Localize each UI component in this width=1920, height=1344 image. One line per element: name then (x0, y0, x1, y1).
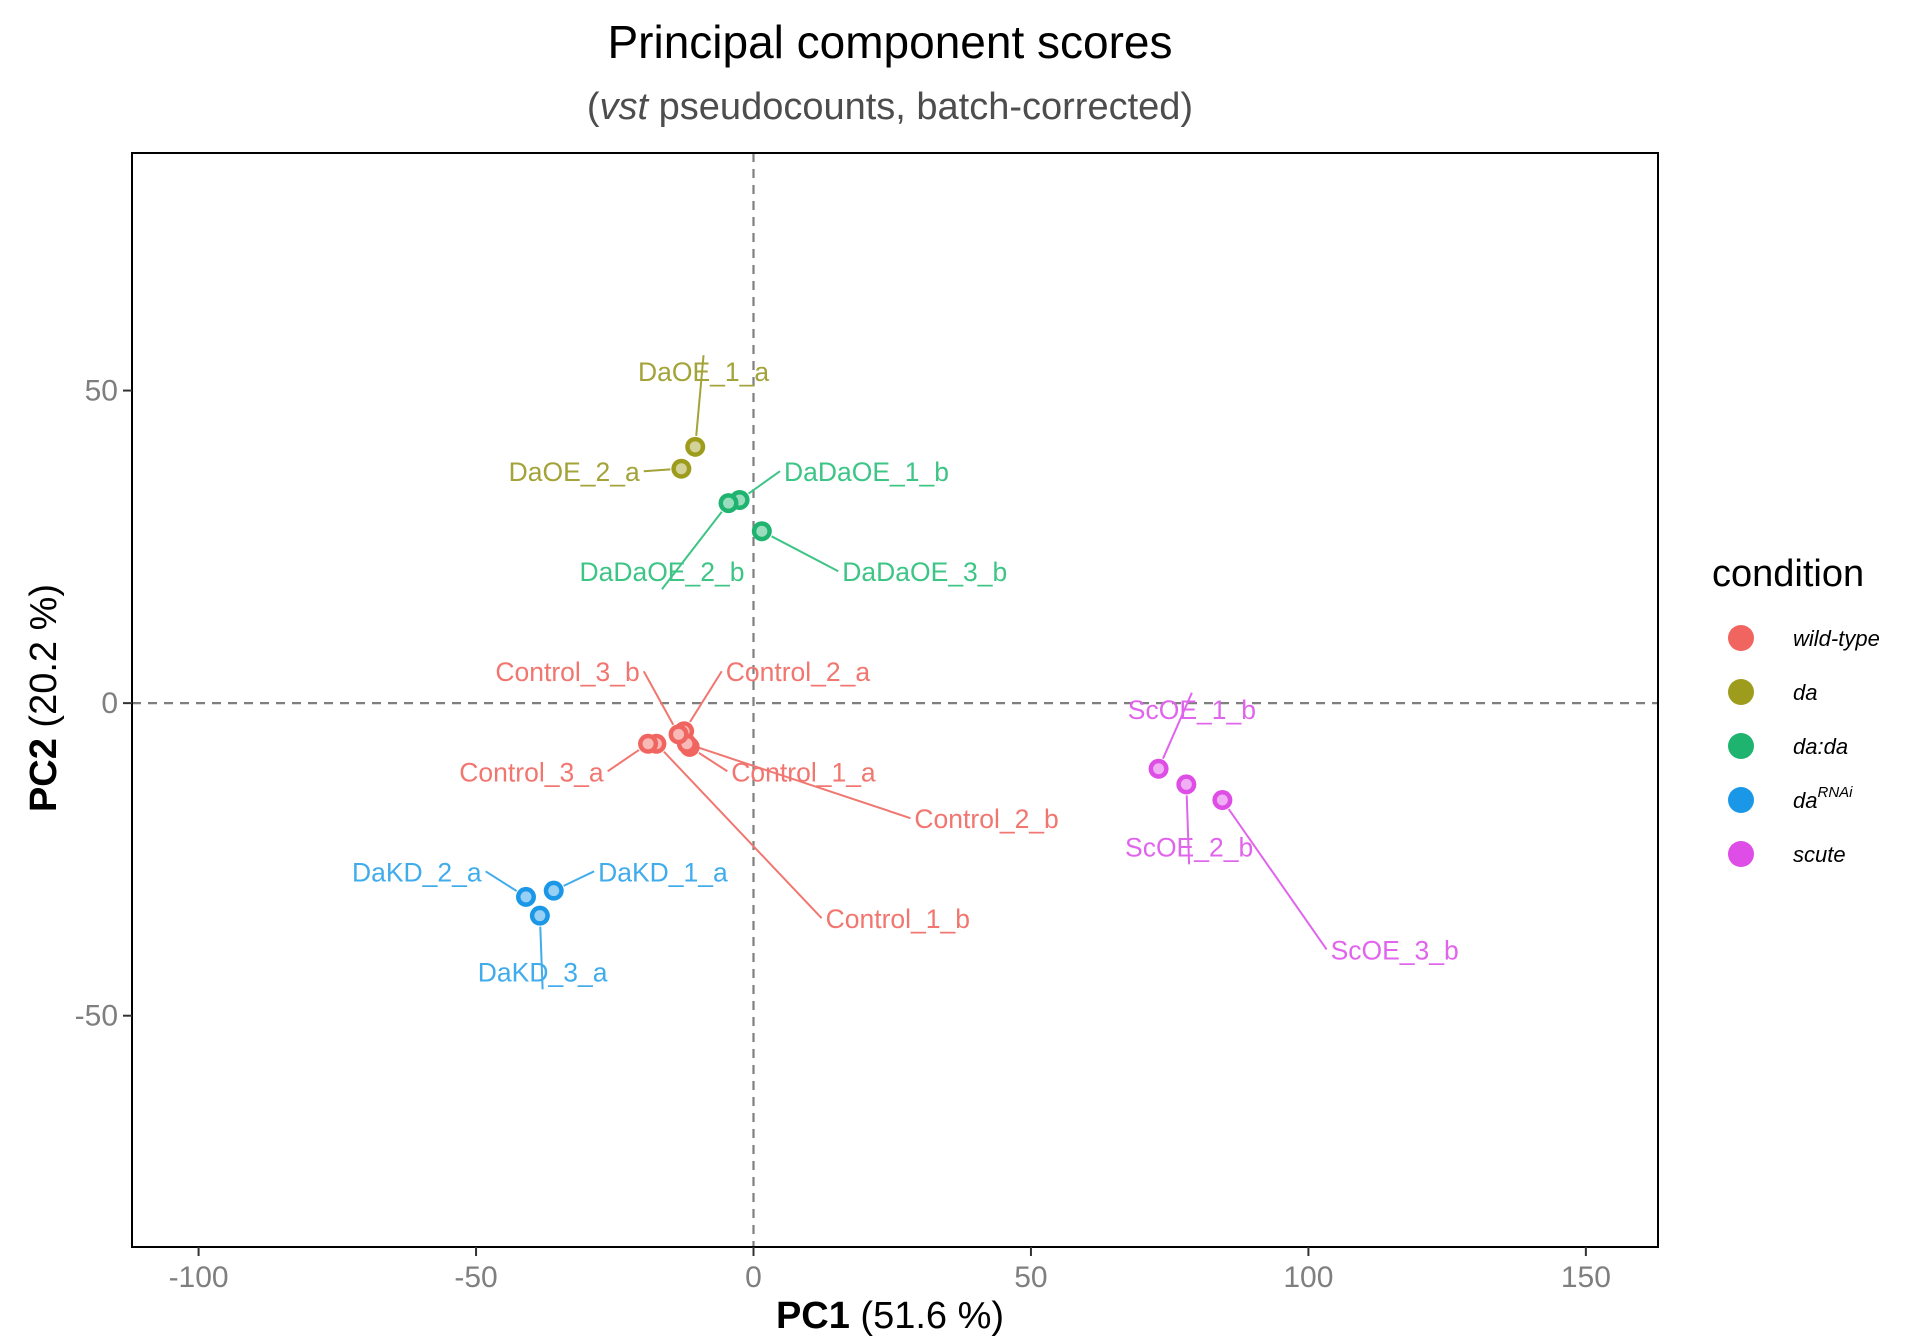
label-connector (748, 470, 781, 495)
point-label: ScOE_1_b (1128, 695, 1256, 725)
label-connector (563, 870, 595, 887)
x-axis-title: PC1 (51.6 %) (776, 1295, 1004, 1337)
label-connector (539, 926, 544, 990)
y-axis-ticks: -50 0 50 (75, 375, 132, 1033)
legend-label-main: da:da (1793, 734, 1848, 759)
legend-swatch (1728, 841, 1754, 867)
legend-swatch (1728, 679, 1754, 705)
point-label: DaDaOE_1_b (784, 457, 949, 487)
point-labels: Control_1_a Control_1_b Control_2_a Control… (352, 357, 1459, 987)
chart-title: Principal component scores (607, 16, 1172, 68)
x-tick-label: -50 (454, 1261, 497, 1294)
legend-title: condition (1712, 553, 1864, 595)
point-label: Control_2_a (726, 657, 871, 687)
data-point-highlight (1153, 763, 1165, 775)
x-tick-label: 150 (1561, 1261, 1611, 1294)
x-axis-title-bold: PC1 (776, 1295, 850, 1337)
point-label: DaDaOE_2_b (579, 557, 744, 587)
y-tick-label: -50 (75, 1000, 118, 1033)
legend-label-superscript: RNAi (1817, 784, 1853, 801)
data-point-highlight (723, 497, 735, 509)
label-connector (695, 355, 705, 436)
data-point-highlight (548, 885, 560, 897)
data-point-highlight (756, 525, 768, 537)
x-tick-label: 0 (745, 1261, 762, 1294)
data-point-highlight (1180, 778, 1192, 790)
data-point-highlight (520, 891, 532, 903)
label-connector (771, 535, 839, 573)
legend-label-main: wild-type (1793, 626, 1880, 651)
point-label: DaDaOE_3_b (842, 557, 1007, 587)
data-point-highlight (534, 910, 546, 922)
legend-label-main: da (1793, 680, 1817, 705)
plot-panel-border (131, 152, 1659, 1248)
y-tick-label: 50 (85, 375, 118, 408)
data-point-highlight (673, 728, 685, 740)
legend-label: da:da (1793, 734, 1848, 759)
point-label: DaKD_2_a (352, 857, 482, 887)
data-point-highlight (689, 441, 701, 453)
subtitle-rest: pseudocounts, batch-corrected) (648, 86, 1193, 128)
data-point-highlight (675, 463, 687, 475)
legend-swatch (1728, 733, 1754, 759)
data-point-highlight (642, 738, 654, 750)
point-label: DaKD_3_a (478, 957, 608, 987)
label-connectors (485, 355, 1328, 990)
label-connector (607, 749, 640, 773)
x-axis-title-rest: (51.6 %) (850, 1295, 1004, 1337)
x-tick-label: -100 (169, 1261, 229, 1294)
label-connector (689, 670, 723, 723)
label-connector (643, 468, 671, 473)
label-connector (1185, 795, 1191, 865)
y-axis-title-bold: PC2 (23, 738, 65, 812)
reference-lines (132, 153, 1658, 1247)
legend-swatch (1728, 787, 1754, 813)
label-connector (1227, 808, 1328, 951)
x-tick-label: 100 (1283, 1261, 1333, 1294)
point-label: Control_3_a (459, 757, 604, 787)
data-points (515, 436, 1233, 926)
chart-subtitle: (vst pseudocounts, batch-corrected) (587, 86, 1193, 128)
legend-label: daRNAi (1793, 784, 1853, 813)
label-connector (697, 746, 911, 820)
label-connector (661, 511, 723, 590)
point-label: DaOE_1_a (638, 357, 769, 387)
data-point-highlight (1216, 794, 1228, 806)
subtitle-italic: vst (600, 86, 650, 128)
label-connector (485, 870, 518, 892)
point-label: ScOE_2_b (1125, 832, 1253, 862)
point-label: Control_2_b (914, 804, 1058, 834)
point-label: ScOE_3_b (1331, 935, 1459, 965)
label-connector (663, 751, 823, 919)
legend-label: scute (1793, 842, 1846, 867)
y-axis-title-rest: (20.2 %) (23, 584, 65, 738)
point-label: Control_3_b (495, 657, 639, 687)
legend-swatch (1728, 625, 1754, 651)
x-tick-label: 50 (1014, 1261, 1047, 1294)
label-connector (1162, 692, 1193, 760)
y-tick-label: 0 (101, 687, 118, 720)
point-label: DaKD_1_a (598, 857, 728, 887)
legend-label-main: da (1793, 788, 1817, 813)
legend-label: da (1793, 680, 1817, 705)
x-axis-ticks: -100 -50 0 50 100 150 (169, 1247, 1611, 1294)
legend-label: wild-type (1793, 626, 1880, 651)
label-connector (698, 752, 728, 773)
point-label: DaOE_2_a (509, 457, 640, 487)
subtitle-open: ( (587, 86, 600, 128)
y-axis-title: PC2 (20.2 %) (23, 584, 65, 812)
point-label: Control_1_a (731, 757, 876, 787)
legend-label-main: scute (1793, 842, 1846, 867)
label-connector (642, 670, 675, 726)
point-label: Control_1_b (826, 904, 970, 934)
